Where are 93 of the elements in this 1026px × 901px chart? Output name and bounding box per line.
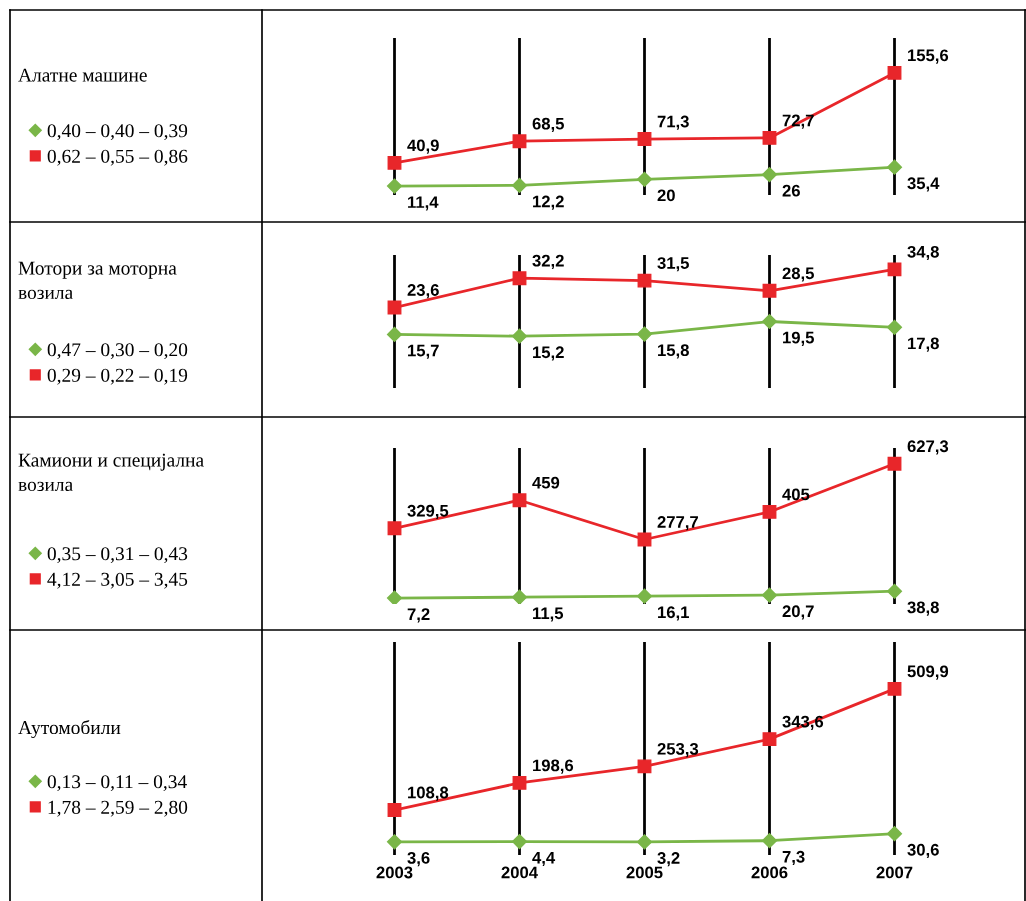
data-label: 15,7 (408, 344, 439, 359)
data-label: 7,2 (407, 608, 430, 623)
point (886, 826, 903, 842)
point (761, 167, 778, 183)
data-label: 253,3 (657, 742, 699, 758)
data-label: 68,5 (532, 117, 564, 133)
data-label: 38,8 (907, 601, 939, 616)
data-label: 20 (657, 189, 675, 202)
point (637, 132, 652, 146)
point (887, 65, 902, 80)
point (887, 456, 902, 471)
point (511, 834, 528, 850)
x-tick-label: 2003 (376, 866, 413, 879)
data-label: 11,5 (533, 607, 564, 622)
legend-label: 0,35 – 0,31 – 0,43 (47, 547, 188, 564)
y-axis-title: Камиони и специјална возила (18, 453, 204, 492)
point (512, 493, 527, 508)
point (386, 590, 403, 604)
legend-label: 0,29 – 0,22 – 0,19 (47, 368, 188, 385)
data-label: 509,9 (907, 665, 949, 680)
point (511, 589, 528, 604)
legend-label: 0,13 – 0,11 – 0,34 (47, 775, 187, 792)
point (762, 130, 777, 145)
data-label: 26 (782, 184, 800, 197)
legend-label: 4,12 – 3,05 – 3,45 (47, 572, 188, 589)
data-label: 16,1 (658, 606, 689, 621)
point (886, 583, 903, 599)
data-label: 7,3 (782, 850, 805, 866)
point (886, 319, 903, 335)
data-label: 20,7 (782, 605, 814, 620)
x-tick-label: 2006 (751, 866, 788, 879)
data-label: 405 (782, 488, 810, 501)
data-label: 12,2 (533, 195, 564, 210)
point (762, 732, 777, 747)
data-label: 4,4 (532, 851, 556, 866)
data-label: 15,2 (533, 346, 564, 361)
y-axis-title: Алатне машине (18, 68, 147, 82)
data-label: 19,5 (783, 331, 814, 346)
point (636, 171, 653, 187)
point (637, 759, 652, 774)
data-label: 15,8 (658, 344, 689, 359)
point (512, 271, 527, 286)
point (386, 834, 403, 850)
x-tick-label: 2007 (876, 866, 913, 879)
point (761, 313, 778, 330)
point (636, 326, 653, 342)
data-label: 32,2 (532, 254, 564, 269)
point (636, 834, 653, 850)
data-label: 155,6 (908, 49, 949, 64)
data-label: 23,6 (407, 284, 439, 299)
data-label: 34,8 (907, 245, 939, 261)
data-label: 277,7 (657, 516, 698, 531)
data-label: 11,4 (408, 196, 439, 211)
data-label: 31,5 (657, 257, 689, 272)
data-label: 28,5 (782, 267, 814, 282)
point (762, 283, 777, 298)
point (886, 159, 903, 175)
point (762, 504, 777, 519)
data-label: 3,2 (657, 852, 680, 867)
data-label: 35,4 (907, 177, 940, 192)
data-label: 17,8 (908, 337, 939, 352)
point (387, 155, 402, 170)
data-label: 30,6 (907, 843, 939, 859)
y-axis-title: Аутомобили (18, 720, 121, 739)
point (386, 326, 403, 343)
data-label: 71,3 (657, 115, 689, 130)
data-label: 329,5 (407, 504, 449, 520)
data-label: 40,9 (407, 139, 439, 154)
point (761, 587, 778, 603)
legend-label: 0,47 – 0,30 – 0,20 (47, 343, 188, 360)
point (512, 134, 527, 149)
point (511, 177, 528, 193)
x-tick-label: 2005 (626, 866, 663, 879)
point (637, 273, 652, 288)
data-label: 108,8 (408, 786, 449, 801)
data-label: 627,3 (907, 440, 949, 455)
point (511, 328, 528, 344)
point (887, 262, 902, 277)
y-axis-title: Мотори за моторна возила (18, 261, 177, 300)
point (387, 803, 402, 817)
data-label: 3,6 (407, 851, 430, 867)
point (512, 775, 527, 790)
point (636, 588, 653, 604)
legend-label: 0,62 – 0,55 – 0,86 (47, 149, 188, 166)
point (887, 681, 902, 696)
point (386, 178, 403, 194)
data-label: 198,6 (533, 759, 574, 774)
x-tick-label: 2004 (501, 866, 538, 879)
data-label: 459 (532, 476, 560, 489)
point (761, 833, 778, 849)
legend-label: 0,40 – 0,40 – 0,39 (47, 124, 188, 141)
legend-label: 1,78 – 2,59 – 2,80 (48, 800, 188, 817)
point (387, 521, 402, 536)
